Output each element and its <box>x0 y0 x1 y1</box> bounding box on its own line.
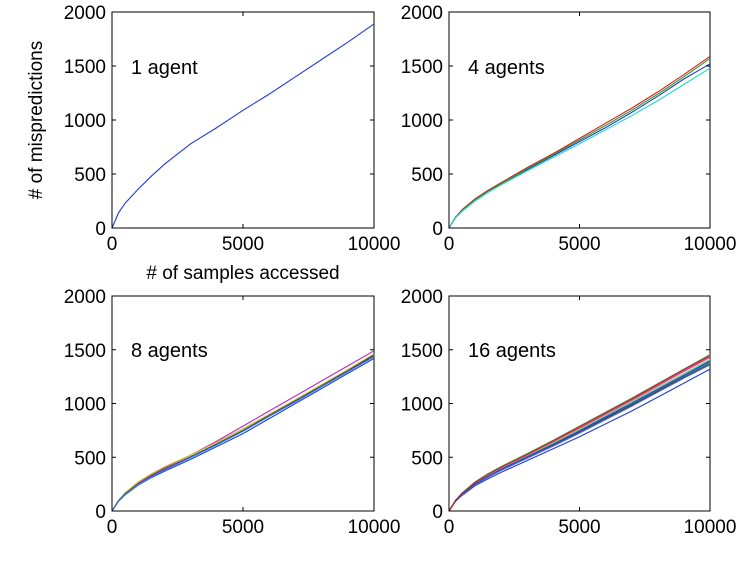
x-tick-label: 10000 <box>684 517 737 538</box>
x-tick-label: 0 <box>107 517 118 538</box>
x-tick-labels: 0 5000 10000 <box>107 517 401 538</box>
series-lines <box>448 55 711 229</box>
y-tick-label: 2000 <box>401 287 443 308</box>
series-line-8 <box>111 356 375 512</box>
y-tick-labels: 0 500 1000 1500 2000 <box>64 3 106 240</box>
y-tick-label: 500 <box>411 448 443 469</box>
y-tick-label: 500 <box>411 165 443 186</box>
tick-marks <box>111 11 375 229</box>
panel-8-agents: 0 500 1000 1500 2000 0 5000 10000 8 agents <box>64 287 401 538</box>
x-tick-label: 0 <box>107 234 118 255</box>
x-tick-label: 5000 <box>558 234 600 255</box>
x-tick-labels: 0 5000 10000 <box>444 234 737 255</box>
y-tick-label: 0 <box>95 502 106 523</box>
y-tick-label: 0 <box>432 219 443 240</box>
y-tick-label: 2000 <box>64 287 106 308</box>
y-tick-label: 1000 <box>64 395 106 416</box>
tick-marks <box>448 11 711 229</box>
x-tick-label: 10000 <box>348 234 401 255</box>
plot-frame <box>111 295 375 512</box>
y-tick-label: 0 <box>432 502 443 523</box>
y-tick-label: 1000 <box>401 395 443 416</box>
series-line-6 <box>111 353 375 512</box>
plot-frame <box>448 11 711 229</box>
x-tick-label: 0 <box>444 234 455 255</box>
x-tick-labels: 0 5000 10000 <box>444 517 737 538</box>
panel-annotation: 8 agents <box>131 340 208 362</box>
series-lines <box>111 23 375 229</box>
y-tick-label: 1000 <box>401 111 443 132</box>
y-tick-labels: 0 500 1000 1500 2000 <box>401 3 443 240</box>
y-tick-label: 0 <box>95 219 106 240</box>
panel-annotation: 16 agents <box>468 340 556 362</box>
x-axis-title: # of samples accessed <box>146 263 339 284</box>
y-tick-label: 500 <box>74 448 106 469</box>
x-tick-label: 5000 <box>222 234 264 255</box>
plot-frame <box>111 11 375 229</box>
y-tick-labels: 0 500 1000 1500 2000 <box>401 287 443 523</box>
series-line-4 <box>448 67 711 229</box>
x-tick-label: 0 <box>444 517 455 538</box>
y-tick-label: 2000 <box>64 3 106 24</box>
x-tick-label: 5000 <box>558 517 600 538</box>
y-tick-label: 1500 <box>401 341 443 362</box>
x-tick-labels: 0 5000 10000 <box>107 234 401 255</box>
y-tick-label: 1500 <box>401 57 443 78</box>
x-tick-label: 5000 <box>222 517 264 538</box>
y-tick-label: 500 <box>74 165 106 186</box>
y-axis-title: # of mispredictions <box>26 41 47 199</box>
panel-annotation: 4 agents <box>468 57 545 79</box>
series-line-16 <box>448 354 711 512</box>
series-lines <box>111 350 375 512</box>
y-tick-label: 1500 <box>64 341 106 362</box>
tick-marks <box>448 295 711 512</box>
panel-1-agent: 0 500 1000 1500 2000 0 5000 10000 1 agent # of… <box>26 3 400 284</box>
y-tick-label: 1000 <box>64 111 106 132</box>
series-line-15 <box>448 360 711 512</box>
panel-4-agents: 0 500 1000 1500 2000 0 5000 10000 4 agents <box>401 3 737 255</box>
panel-16-agents: 0 500 1000 1500 2000 0 5000 10000 16 agents <box>401 287 737 538</box>
y-tick-label: 1500 <box>64 57 106 78</box>
tick-marks <box>111 295 375 512</box>
series-lines <box>448 354 711 512</box>
y-tick-labels: 0 500 1000 1500 2000 <box>64 287 106 523</box>
panel-annotation: 1 agent <box>131 57 198 79</box>
y-tick-label: 2000 <box>401 3 443 24</box>
series-line-2 <box>448 55 711 229</box>
x-tick-label: 10000 <box>684 234 737 255</box>
series-line-1 <box>111 23 375 229</box>
x-tick-label: 10000 <box>348 517 401 538</box>
